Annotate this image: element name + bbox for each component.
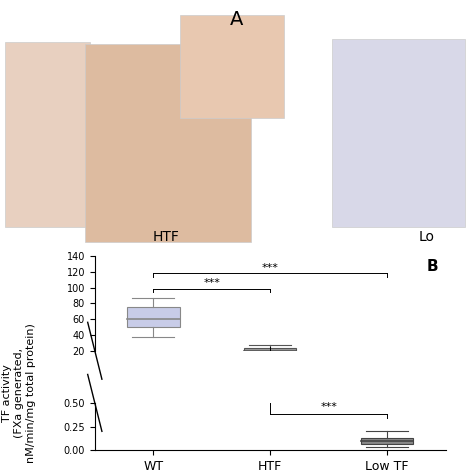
Text: TF activity
(FXa generated,
nM/min/mg total protein): TF activity (FXa generated, nM/min/mg to…: [2, 323, 36, 464]
Text: Lo: Lo: [419, 230, 435, 244]
Bar: [361, 438, 413, 444]
Bar: [244, 348, 296, 353]
Text: HTF: HTF: [153, 230, 179, 244]
FancyBboxPatch shape: [180, 15, 284, 118]
Text: ***: ***: [262, 263, 279, 273]
FancyBboxPatch shape: [5, 42, 90, 227]
Text: A: A: [230, 10, 244, 29]
Text: ***: ***: [203, 278, 220, 288]
Text: ***: ***: [320, 402, 337, 412]
FancyBboxPatch shape: [85, 45, 251, 242]
FancyBboxPatch shape: [332, 39, 465, 227]
Bar: [127, 307, 180, 327]
Text: B: B: [427, 259, 438, 274]
